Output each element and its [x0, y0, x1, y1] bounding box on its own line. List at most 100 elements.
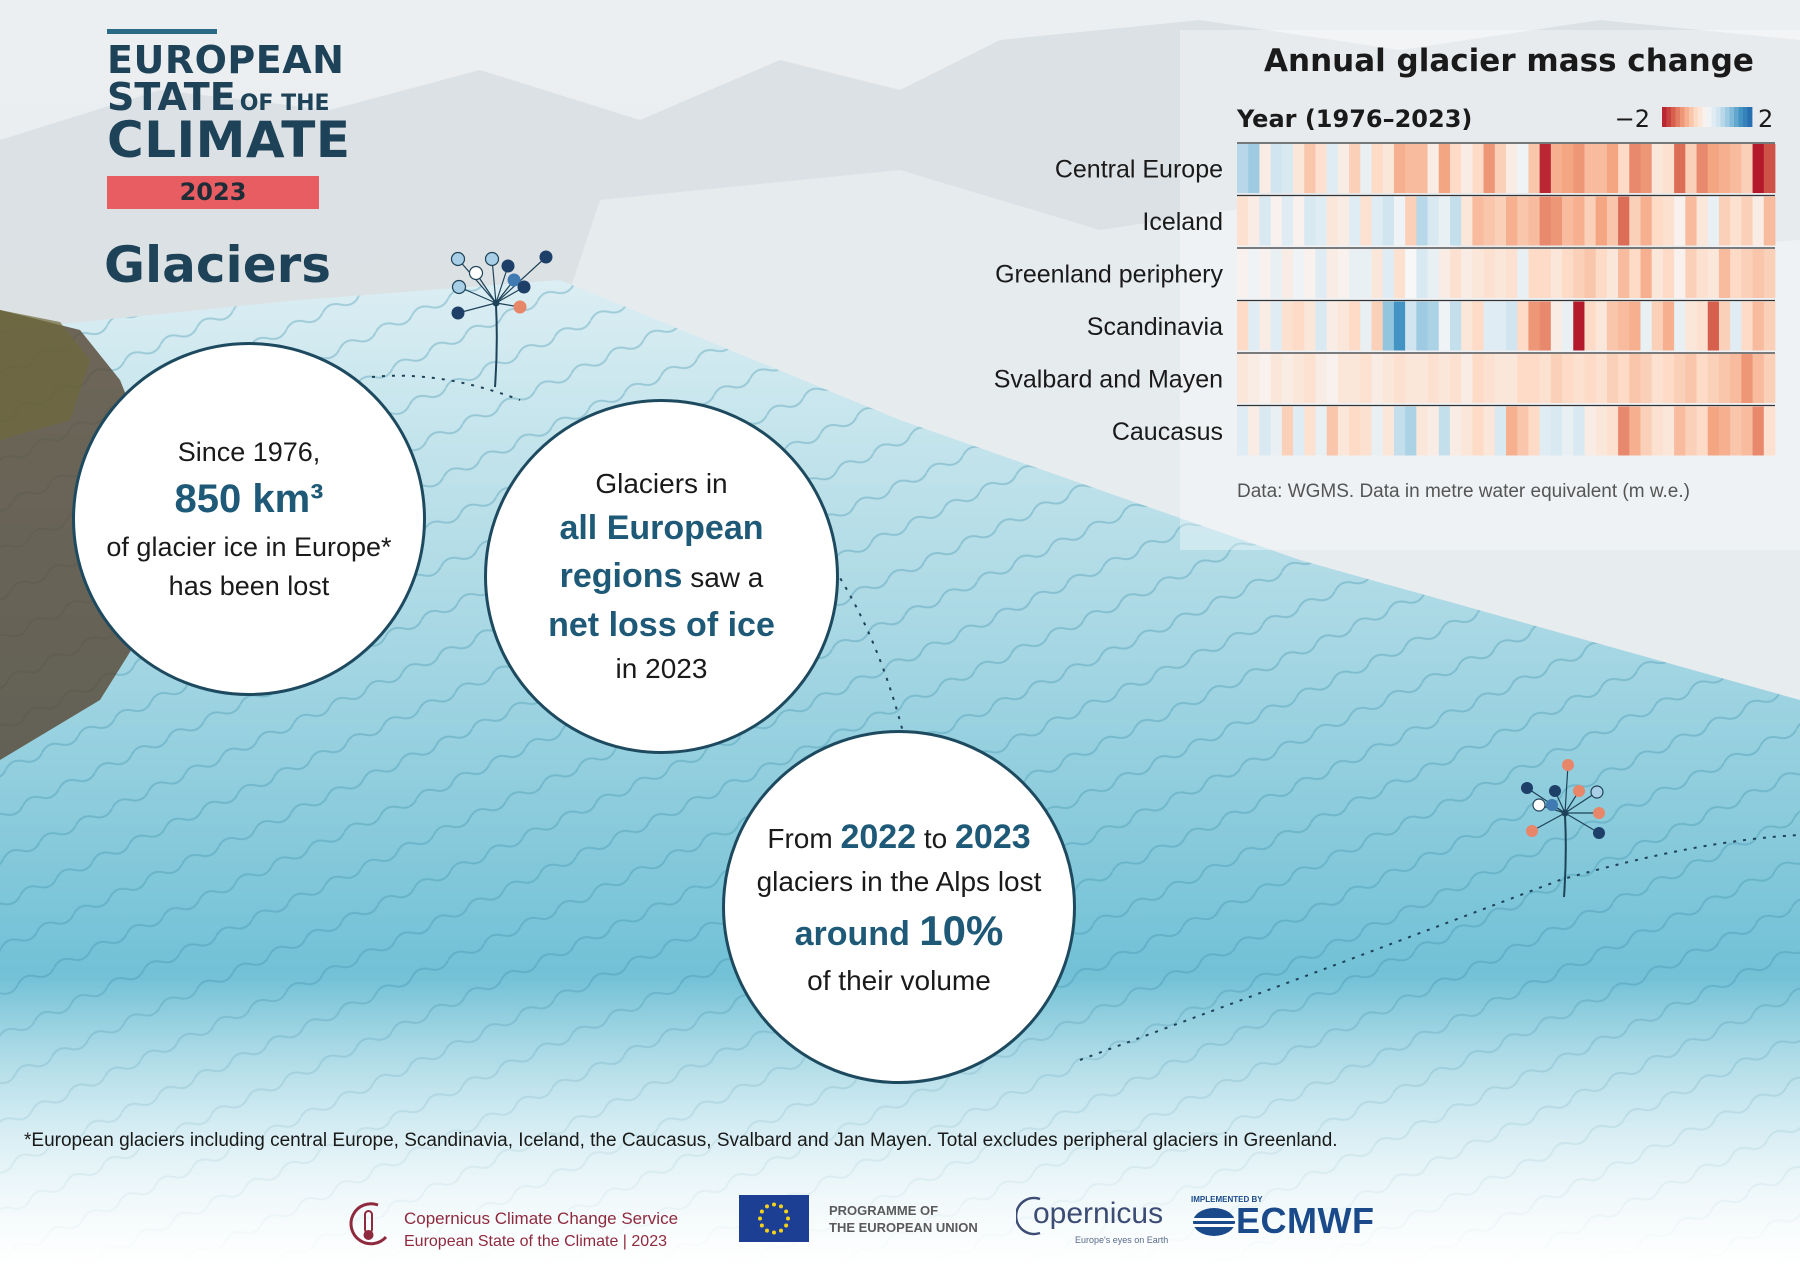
heat-cell — [1707, 354, 1720, 403]
bubble-1-highlight: 850 km³ — [174, 477, 324, 522]
heat-cell — [1438, 301, 1451, 351]
bubble-2-highlight-2: regions — [559, 557, 683, 596]
bubble-3-line-2: glaciers in the Alps lost — [756, 865, 1042, 897]
heat-cell — [1618, 406, 1630, 456]
heat-cell — [1237, 406, 1249, 456]
heat-cell — [1562, 196, 1574, 246]
heat-cell — [1472, 249, 1484, 298]
heat-cell — [1293, 406, 1305, 456]
heat-cell — [1651, 144, 1664, 193]
heat-cell — [1315, 249, 1328, 298]
heat-cell — [1629, 144, 1641, 193]
heat-cell — [1562, 144, 1574, 193]
chart-x-label: Year (1976–2023) — [1236, 105, 1472, 133]
heat-cell — [1438, 249, 1451, 298]
heat-cell — [1270, 301, 1283, 351]
heat-cell — [1438, 406, 1451, 456]
colorbar-step — [1707, 107, 1712, 127]
heat-cell — [1427, 301, 1440, 351]
heat-cell — [1337, 144, 1350, 193]
heat-cell — [1595, 144, 1608, 193]
heat-cell — [1730, 301, 1742, 351]
ecmwf-logo-text: ECMWF — [1236, 1200, 1375, 1241]
heat-cell — [1718, 301, 1731, 351]
heat-cell — [1237, 144, 1249, 193]
copernicus-c-icon — [1016, 1196, 1041, 1236]
eu-star — [784, 1223, 789, 1228]
heat-cell — [1629, 301, 1641, 351]
heat-cell — [1494, 301, 1507, 351]
c3s-thermometer-icon — [349, 1202, 388, 1246]
eu-star — [765, 1228, 769, 1233]
heat-cell — [1304, 249, 1316, 298]
heat-cell — [1662, 144, 1675, 193]
heat-cell — [1696, 196, 1709, 246]
heat-cell — [1371, 354, 1384, 403]
heat-cell — [1573, 249, 1585, 298]
heat-cell — [1304, 406, 1316, 456]
heat-cell — [1752, 354, 1765, 403]
heat-cell — [1293, 196, 1305, 246]
heat-cell — [1281, 249, 1294, 298]
heat-cell — [1752, 196, 1765, 246]
heat-cell — [1259, 196, 1272, 246]
heat-cell — [1517, 354, 1529, 403]
heat-cell — [1528, 301, 1541, 351]
heat-cell — [1696, 144, 1709, 193]
heat-cell — [1461, 406, 1473, 456]
heat-cell — [1393, 406, 1406, 456]
eu-star — [772, 1202, 776, 1207]
brand-line-3: CLIMATE — [107, 111, 351, 170]
heat-cell — [1393, 249, 1406, 298]
heat-cell — [1763, 406, 1776, 456]
eu-star — [759, 1209, 764, 1214]
heat-cell — [1640, 301, 1653, 351]
eu-star — [779, 1228, 783, 1233]
heat-cell — [1506, 249, 1518, 298]
heat-cell — [1270, 354, 1283, 403]
heat-cell — [1237, 196, 1249, 246]
bubble-1-pre: Since 1976, — [177, 437, 321, 468]
heat-cell — [1304, 144, 1316, 193]
colorbar-step — [1671, 107, 1676, 127]
heat-cell — [1763, 249, 1776, 298]
row-label: Svalbard and Mayen — [994, 366, 1223, 394]
heat-cell — [1405, 301, 1417, 351]
heat-cell — [1629, 196, 1641, 246]
heat-cell — [1685, 301, 1697, 351]
heat-cell — [1539, 406, 1552, 456]
row-label: Iceland — [1142, 208, 1223, 236]
heat-cell — [1674, 249, 1686, 298]
heat-cell — [1494, 249, 1507, 298]
heat-cell — [1595, 406, 1608, 456]
heat-cell — [1539, 354, 1552, 403]
heat-cell — [1674, 406, 1686, 456]
heat-cell — [1640, 196, 1653, 246]
heat-cell — [1326, 354, 1339, 403]
heat-cell — [1293, 301, 1305, 351]
heat-cell — [1618, 249, 1630, 298]
heat-cell — [1584, 249, 1597, 298]
heat-cell — [1539, 249, 1552, 298]
colorbar-step — [1684, 107, 1690, 127]
stat-bubble-ice-lost: Since 1976, 850 km³ of glacier ice in Eu… — [72, 342, 426, 696]
colorbar-step — [1675, 107, 1681, 127]
heat-cell — [1573, 144, 1585, 193]
heat-cell — [1405, 196, 1417, 246]
c3s-name: Copernicus Climate Change Service — [404, 1209, 679, 1228]
bubble-2-pre: Glaciers in — [595, 468, 728, 500]
heat-cell — [1662, 354, 1675, 403]
colorbar-min-label: −2 — [1615, 105, 1650, 133]
heat-cell — [1427, 144, 1440, 193]
heat-cell — [1405, 354, 1417, 403]
heat-cell — [1584, 406, 1597, 456]
heat-cell — [1506, 301, 1518, 351]
bubble-3-post: of their volume — [807, 964, 991, 996]
heat-cell — [1293, 354, 1305, 403]
colorbar-step — [1711, 107, 1717, 127]
heat-cell — [1696, 406, 1709, 456]
heat-cell — [1360, 406, 1372, 456]
heat-cell — [1483, 406, 1496, 456]
heat-cell — [1539, 196, 1552, 246]
heat-cell — [1281, 196, 1294, 246]
